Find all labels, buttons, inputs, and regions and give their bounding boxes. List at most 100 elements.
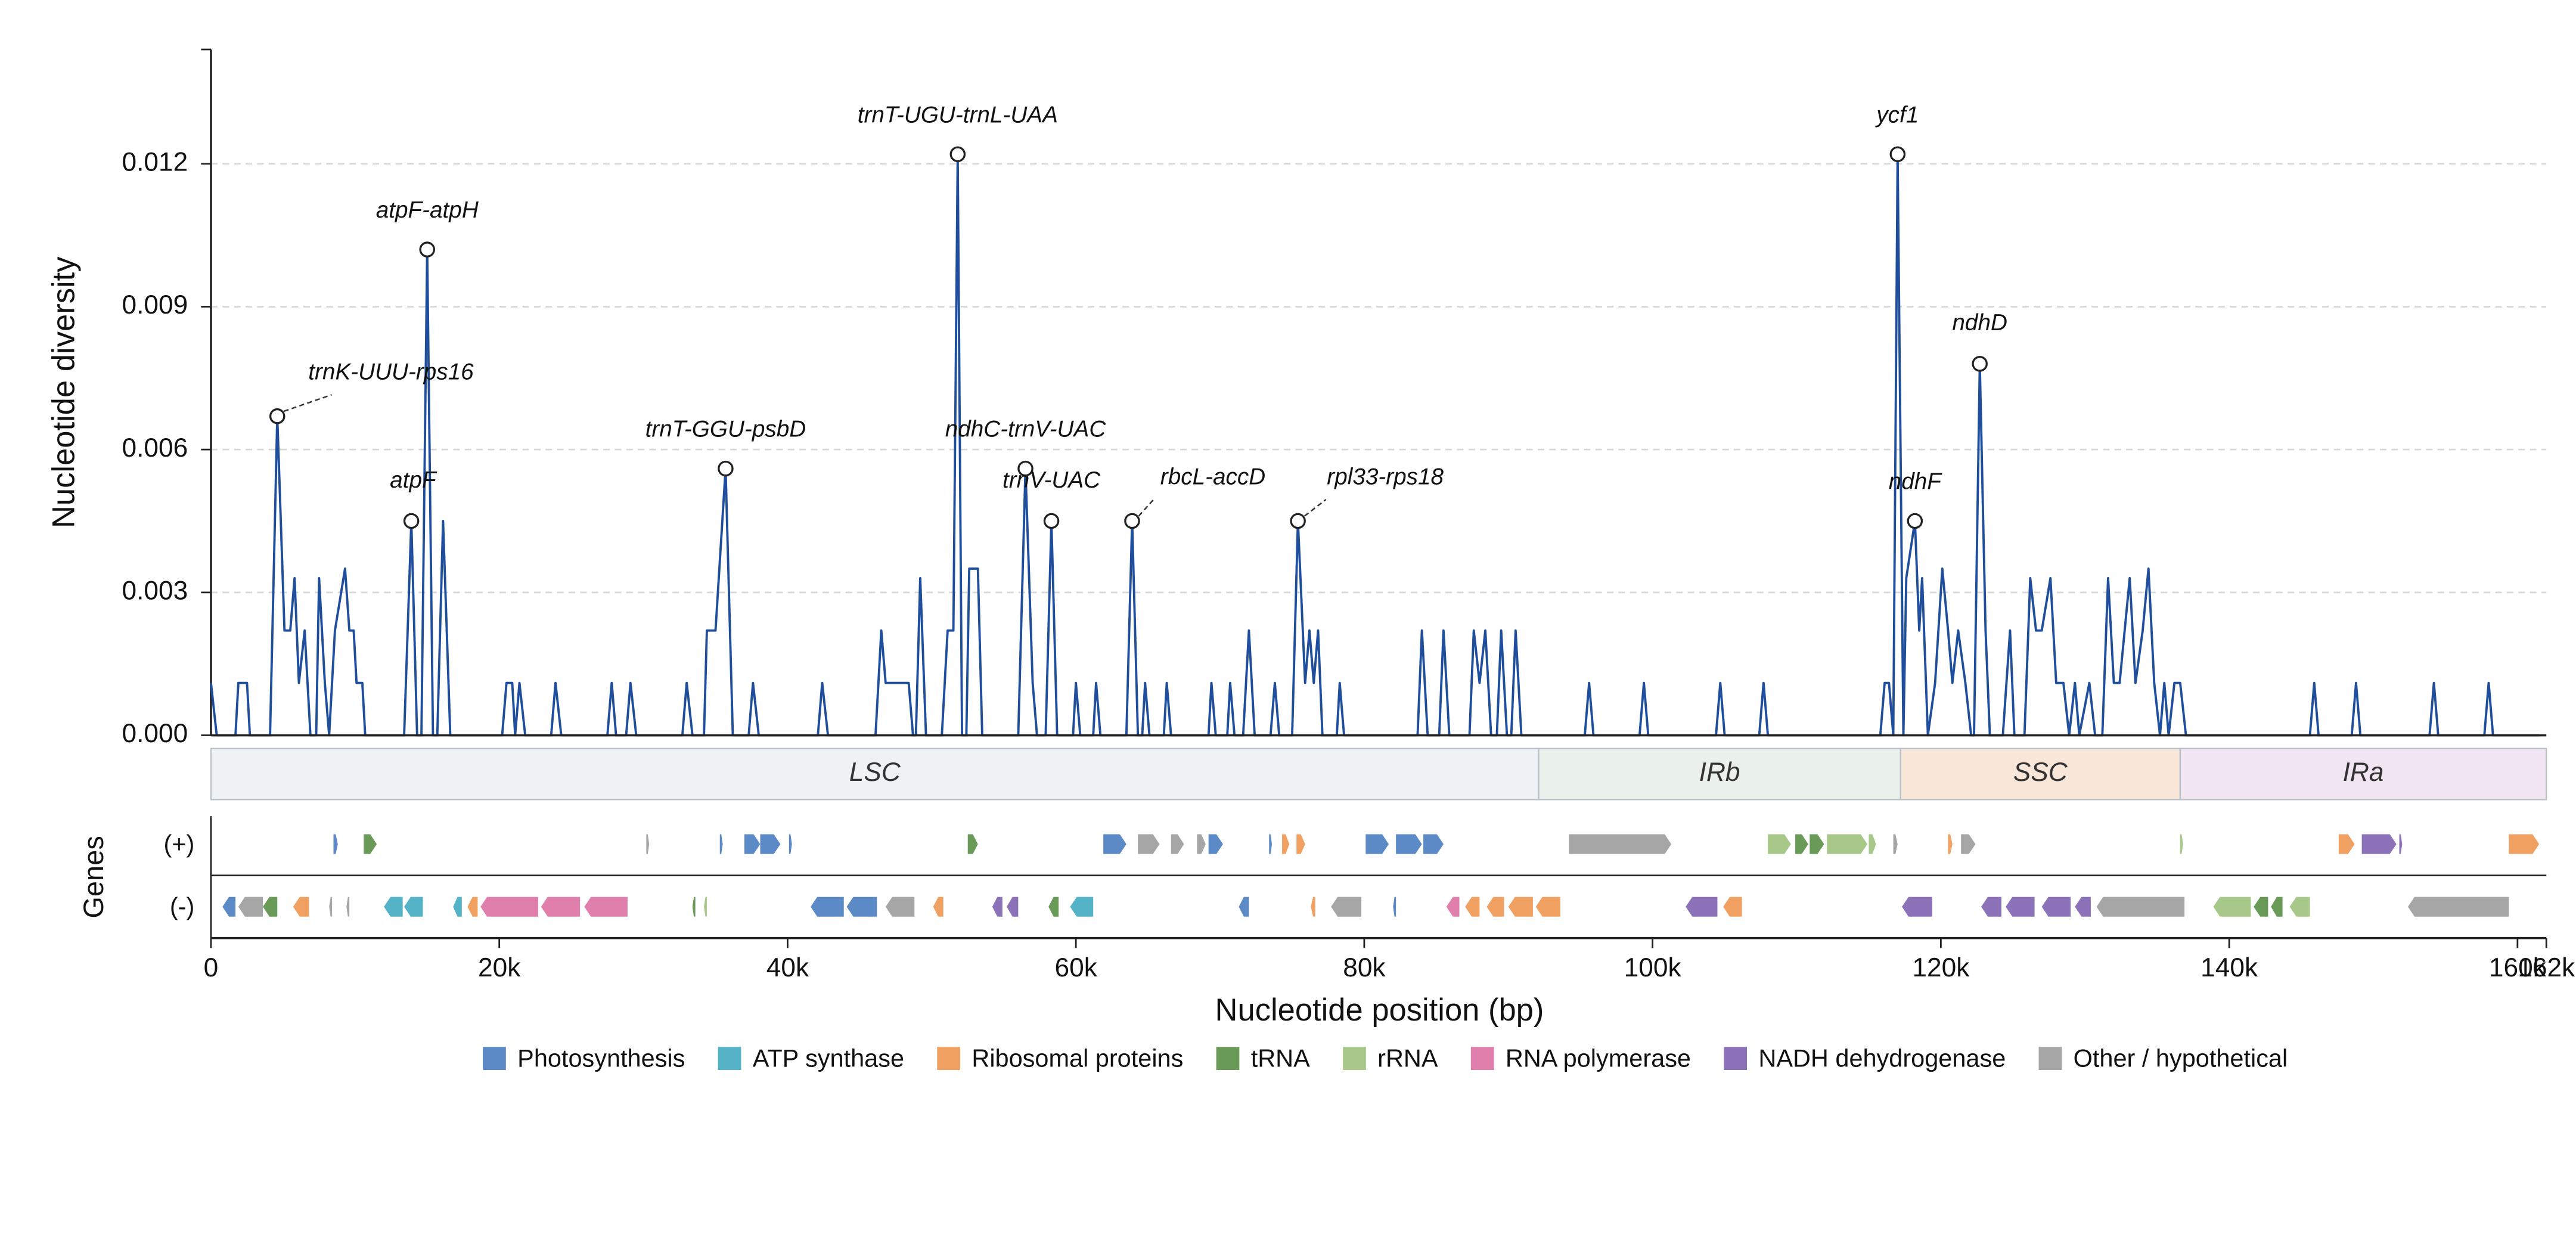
x-tick-label: 160k — [2489, 953, 2547, 982]
gene — [238, 897, 263, 917]
gene — [329, 897, 333, 917]
x-tick-label: 162k — [2518, 953, 2575, 982]
gene — [2509, 834, 2540, 854]
annotation-marker — [1889, 146, 1906, 163]
gene — [384, 897, 403, 917]
gene — [1465, 897, 1480, 917]
gene — [789, 834, 792, 854]
gene — [1331, 897, 1362, 917]
x-tick-label: 20k — [478, 953, 521, 982]
x-tick-label: 0 — [204, 953, 219, 982]
annotation-marker — [419, 241, 436, 258]
gene — [346, 897, 350, 917]
annotation-label: ndhC-trnV-UAC — [945, 417, 1107, 442]
region-band — [2179, 748, 2547, 801]
gene — [885, 897, 915, 917]
gene — [2213, 897, 2251, 917]
gene — [1961, 834, 1976, 854]
gene — [1365, 834, 1389, 854]
gene — [2006, 897, 2035, 917]
x-tick-label: 80k — [1343, 953, 1386, 982]
gene — [2338, 834, 2355, 854]
annotation-marker — [718, 460, 734, 477]
gene — [992, 897, 1003, 917]
gene — [2361, 834, 2397, 854]
gene — [1535, 897, 1560, 917]
y-tick-label: 0.012 — [122, 147, 188, 176]
y-tick-label: 0.009 — [122, 290, 188, 320]
x-tick-label: 40k — [766, 953, 809, 982]
gene — [1902, 897, 1932, 917]
gene — [1423, 834, 1444, 854]
gene — [2041, 897, 2071, 917]
gene — [467, 897, 478, 917]
legend-swatch — [483, 1047, 506, 1070]
annotation-label: trnT-GGU-psbD — [645, 417, 806, 442]
legend-label: tRNA — [1251, 1044, 1310, 1072]
data-line — [210, 153, 2540, 737]
gene — [1893, 834, 1898, 854]
gene — [1981, 897, 2001, 917]
annotation-marker — [1043, 513, 1060, 529]
annotation-label: atpF — [390, 467, 437, 493]
y-tick-label: 0.000 — [122, 719, 188, 748]
annotation-label: ycf1 — [1874, 102, 1919, 128]
legend-label: Ribosomal proteins — [972, 1044, 1183, 1072]
gene — [2271, 897, 2283, 917]
y-axis-label: Nucleotide diversity — [46, 256, 81, 528]
legend-swatch — [1343, 1047, 1366, 1070]
gene — [704, 897, 707, 917]
gene — [1239, 897, 1249, 917]
legend-label: ATP synthase — [753, 1044, 904, 1072]
gene — [760, 834, 781, 854]
annotation-label: trnV-UAC — [1003, 467, 1101, 493]
gene — [967, 834, 978, 854]
gene — [541, 897, 581, 917]
gene — [1171, 834, 1184, 854]
gene — [1048, 897, 1059, 917]
gene — [1486, 897, 1504, 917]
annotation-marker — [1290, 513, 1306, 529]
x-tick-label: 120k — [1912, 953, 1970, 982]
gene — [404, 897, 423, 917]
gene — [811, 897, 844, 917]
legend-label: Other / hypothetical — [2074, 1044, 2288, 1072]
gene — [1508, 897, 1533, 917]
region-label: SSC — [2013, 758, 2068, 787]
annotation-marker — [1972, 356, 1988, 372]
gene — [1197, 834, 1206, 854]
x-tick-label: 140k — [2201, 953, 2258, 982]
annotation-leader — [283, 394, 332, 413]
legend-swatch — [1724, 1047, 1748, 1070]
gene — [1869, 834, 1876, 854]
genes-label: Genes — [77, 836, 109, 918]
legend-swatch — [1216, 1047, 1240, 1070]
gene — [1208, 834, 1223, 854]
gene — [1070, 897, 1094, 917]
gene — [2399, 834, 2403, 854]
gene — [2408, 897, 2509, 917]
annotation-marker — [269, 408, 285, 424]
gene — [2254, 897, 2268, 917]
annotation-leader — [1303, 499, 1327, 517]
y-tick-label: 0.006 — [122, 433, 188, 463]
y-tick-label: 0.003 — [122, 576, 188, 606]
legend-swatch — [1470, 1047, 1494, 1070]
region-label: LSC — [849, 758, 901, 787]
legend-label: rRNA — [1377, 1044, 1438, 1072]
gene — [1393, 897, 1396, 917]
annotation-label: rpl33-rps18 — [1327, 464, 1444, 489]
region-band — [1538, 748, 1901, 801]
region-band — [1900, 748, 2181, 801]
gene — [1723, 897, 1742, 917]
gene — [364, 834, 377, 854]
gene — [333, 834, 338, 854]
region-label: IRa — [2343, 758, 2384, 787]
annotation-label: trnK-UUU-rps16 — [308, 359, 474, 385]
gene — [453, 897, 462, 917]
annotation-marker — [1907, 513, 1923, 529]
gene — [1810, 834, 1824, 854]
gene — [1103, 834, 1126, 854]
